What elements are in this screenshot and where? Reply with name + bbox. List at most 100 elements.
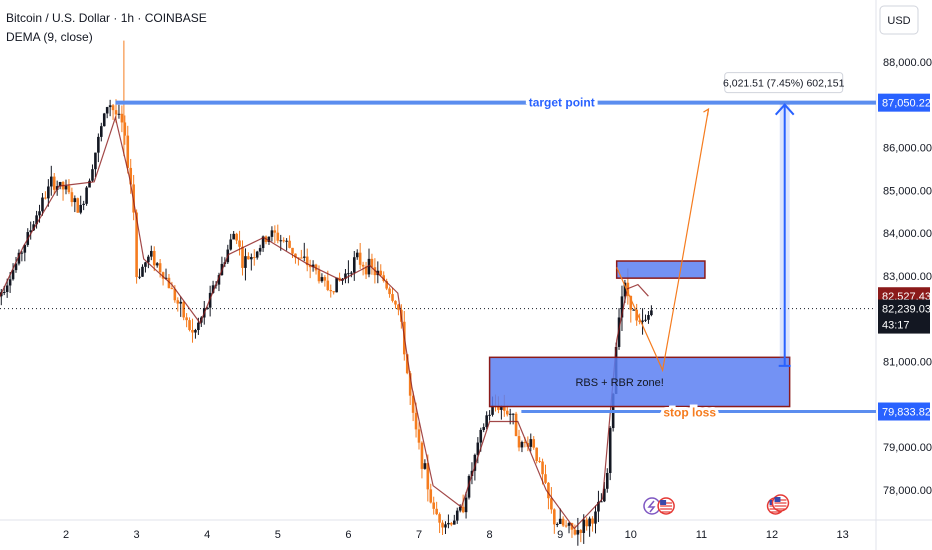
candle-body bbox=[461, 506, 465, 513]
candle bbox=[76, 197, 80, 213]
candle-body bbox=[438, 514, 441, 523]
candle bbox=[64, 179, 68, 195]
candle bbox=[485, 411, 488, 430]
candle bbox=[250, 253, 253, 271]
candle-body bbox=[232, 233, 235, 240]
candle bbox=[291, 247, 294, 259]
candle bbox=[347, 260, 350, 284]
supply-zone[interactable] bbox=[615, 260, 706, 279]
target-price-tag[interactable] bbox=[878, 93, 930, 112]
candle-body bbox=[238, 240, 241, 247]
candle bbox=[608, 426, 612, 481]
candle-body bbox=[420, 442, 424, 469]
candle bbox=[79, 195, 83, 215]
us-flag-icon[interactable] bbox=[657, 497, 675, 515]
candle-body bbox=[205, 307, 209, 309]
candle-body bbox=[582, 519, 586, 533]
candle-body bbox=[191, 330, 194, 333]
candle-body bbox=[367, 258, 371, 275]
candle-body bbox=[467, 476, 471, 498]
candle-body bbox=[73, 198, 77, 203]
time-tick-label: 7 bbox=[416, 529, 422, 541]
candle bbox=[635, 303, 638, 326]
candle bbox=[379, 264, 383, 277]
candle-body bbox=[344, 273, 347, 279]
candle bbox=[441, 520, 444, 536]
price-tick-label: 84,000.00 bbox=[883, 228, 932, 240]
candle bbox=[438, 512, 441, 534]
candle bbox=[561, 516, 565, 527]
candle-body bbox=[14, 263, 18, 271]
candle-body bbox=[126, 135, 130, 168]
candle-body bbox=[255, 251, 259, 258]
candle-body bbox=[326, 280, 330, 291]
candle-body bbox=[161, 272, 165, 279]
candle-body bbox=[647, 315, 650, 320]
candle-body bbox=[464, 497, 468, 513]
candle-body bbox=[294, 253, 297, 258]
candle bbox=[179, 296, 183, 317]
candles bbox=[0, 40, 653, 546]
candle-body bbox=[397, 304, 400, 310]
candle-body bbox=[541, 461, 544, 475]
measure-arrowhead bbox=[774, 103, 795, 116]
candle bbox=[235, 232, 238, 245]
candle bbox=[385, 278, 388, 291]
candle-body bbox=[426, 463, 430, 490]
candle bbox=[135, 209, 138, 284]
candle-body bbox=[114, 110, 118, 115]
candle bbox=[588, 516, 591, 537]
us-flag-icon[interactable] bbox=[771, 494, 790, 512]
candle-body bbox=[382, 275, 385, 282]
candle bbox=[650, 305, 653, 317]
candle bbox=[229, 233, 233, 251]
candle-body bbox=[311, 264, 315, 268]
candle bbox=[317, 265, 321, 284]
currency-button[interactable] bbox=[879, 5, 919, 35]
candle bbox=[467, 474, 471, 500]
rbs-rbr-zone[interactable] bbox=[488, 356, 791, 408]
candle-body bbox=[329, 290, 333, 292]
candle bbox=[350, 271, 353, 278]
candle bbox=[17, 249, 21, 266]
candle-body bbox=[332, 291, 335, 293]
candle bbox=[141, 264, 144, 277]
last-price-tag[interactable] bbox=[878, 299, 930, 334]
candle-body bbox=[252, 257, 256, 259]
candle bbox=[520, 440, 524, 453]
candle-body bbox=[23, 244, 27, 253]
candle-body bbox=[450, 522, 453, 525]
candle-body bbox=[64, 185, 68, 190]
candle-body bbox=[76, 198, 80, 213]
indicator-legend[interactable]: DEMA (9, close) bbox=[6, 30, 93, 44]
candle-body bbox=[505, 410, 509, 415]
candle bbox=[453, 514, 456, 525]
candle bbox=[429, 483, 433, 504]
candle bbox=[232, 231, 235, 240]
time-tick-label: 2 bbox=[63, 529, 69, 541]
candle-body bbox=[141, 266, 144, 277]
zone-label: RBS + RBR zone! bbox=[575, 377, 663, 389]
price-tick-label: 85,000.00 bbox=[883, 185, 932, 197]
candle bbox=[644, 314, 647, 323]
candle-body bbox=[120, 113, 124, 123]
candle bbox=[538, 457, 541, 464]
stop-loss-price-tag[interactable] bbox=[878, 402, 930, 421]
price-tick-label: 86,000.00 bbox=[883, 143, 932, 155]
candle-body bbox=[352, 257, 356, 273]
stop-loss-price-tag-text: 79,833.82 bbox=[882, 407, 931, 419]
candle-body bbox=[70, 192, 74, 203]
candle-body bbox=[94, 152, 97, 170]
candle-body bbox=[32, 224, 35, 231]
projection-path[interactable] bbox=[616, 108, 710, 373]
time-tick-label: 11 bbox=[696, 529, 707, 541]
candle bbox=[126, 125, 130, 174]
candle-body bbox=[135, 212, 138, 278]
candle-body bbox=[435, 508, 438, 515]
symbol-title[interactable]: Bitcoin / U.S. Dollar · 1h · COINBASE bbox=[6, 11, 207, 25]
candle-body bbox=[102, 113, 106, 127]
candle-body bbox=[291, 247, 294, 254]
candle bbox=[241, 240, 244, 276]
candle-body bbox=[361, 264, 365, 267]
